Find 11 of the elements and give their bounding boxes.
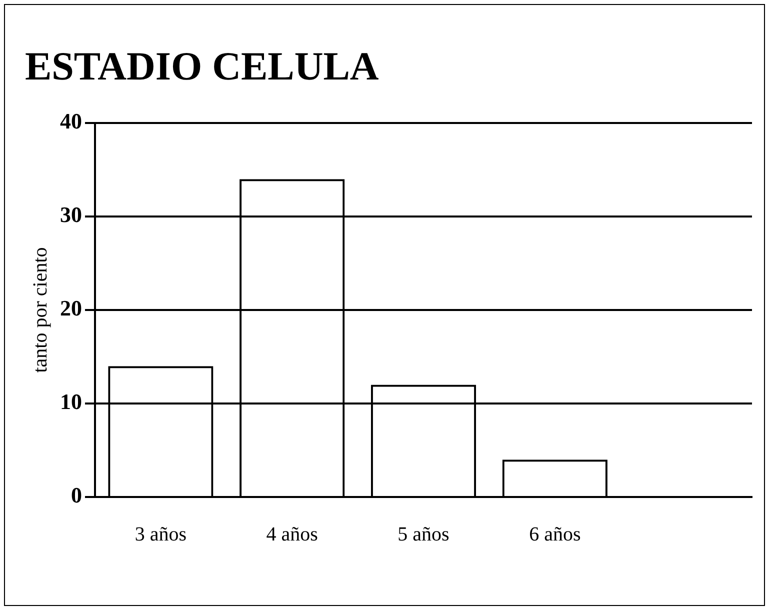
y-tick-label: 0 bbox=[71, 482, 82, 508]
y-tick-label: 10 bbox=[60, 389, 82, 414]
y-tick-label: 30 bbox=[60, 202, 82, 228]
x-tick-label: 3 años bbox=[134, 523, 187, 546]
y-tick-label: 40 bbox=[60, 108, 82, 134]
x-tick-label: 6 años bbox=[529, 523, 581, 546]
x-tick-label: 5 años bbox=[398, 523, 450, 546]
y-axis-title: tanto por ciento bbox=[29, 247, 52, 373]
chart-title: ESTADIO CELULA bbox=[25, 43, 379, 88]
x-tick-label: 4 años bbox=[266, 523, 318, 546]
y-tick-label: 20 bbox=[60, 296, 82, 321]
